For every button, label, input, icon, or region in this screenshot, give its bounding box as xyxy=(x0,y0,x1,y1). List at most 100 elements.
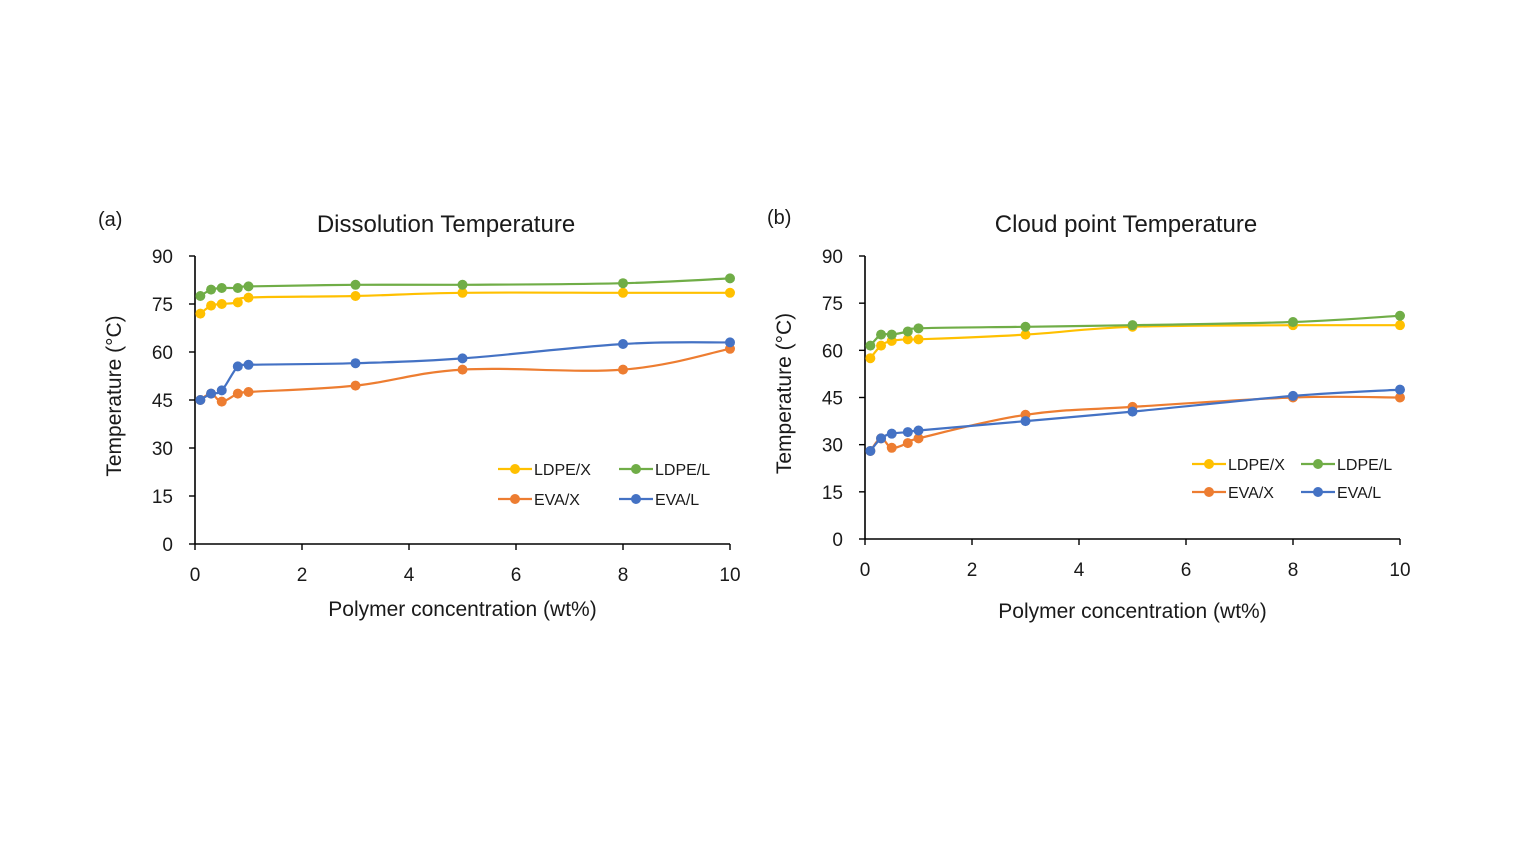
legend-label: EVA/L xyxy=(1337,485,1381,502)
data-point xyxy=(886,329,897,340)
legend-label: EVA/X xyxy=(534,492,580,509)
data-point xyxy=(865,340,876,351)
panel-label: (b) xyxy=(767,207,791,229)
data-point xyxy=(876,340,887,351)
series-line xyxy=(199,347,731,403)
legend-swatch-marker xyxy=(1204,459,1214,469)
data-point xyxy=(195,395,206,405)
data-point xyxy=(350,291,361,301)
data-point xyxy=(232,388,243,399)
y-tick-label: 0 xyxy=(162,535,173,556)
y-axis-label: Temperature (°C) xyxy=(773,313,796,474)
legend-swatch-marker xyxy=(1313,459,1323,469)
x-tick-label: 4 xyxy=(404,565,415,586)
chart-title: Dissolution Temperature xyxy=(317,211,575,238)
data-point xyxy=(886,442,897,453)
legend-swatch-marker xyxy=(510,464,520,474)
data-point xyxy=(618,278,628,289)
y-tick-label: 60 xyxy=(822,341,843,362)
legend-label: EVA/L xyxy=(655,492,699,509)
y-tick-label: 45 xyxy=(152,391,173,412)
legend-swatch-marker xyxy=(631,494,641,504)
data-point xyxy=(1395,310,1405,321)
legend-swatch-marker xyxy=(1204,487,1214,497)
chart-dissolution-temperature: (a) Dissolution Temperature 0 2 4 6 8 10 0 15 30 45… xyxy=(98,209,741,621)
data-point xyxy=(725,287,735,298)
series-line xyxy=(869,388,1401,452)
y-tick-label: 15 xyxy=(152,487,173,508)
y-tick-label: 75 xyxy=(152,295,173,316)
data-point xyxy=(1020,416,1031,427)
chart-title: Cloud point Temperature xyxy=(995,211,1257,238)
x-tick-label: 6 xyxy=(1181,560,1192,581)
data-point xyxy=(243,387,254,397)
legend-label: LDPE/X xyxy=(534,462,591,479)
x-tick-label: 2 xyxy=(297,565,308,586)
data-point xyxy=(457,353,468,364)
data-point xyxy=(243,292,254,303)
data-point xyxy=(216,396,227,407)
y-tick-label: 75 xyxy=(822,294,843,315)
x-axis-label: Polymer concentration (wt%) xyxy=(998,600,1266,623)
legend-swatch-marker xyxy=(1313,487,1323,497)
chart-cloud-point-temperature: (b) Cloud point Temperature 0 2 4 6 8 10 0 15 30 45… xyxy=(767,207,1411,623)
data-point xyxy=(350,358,361,369)
y-tick-label: 45 xyxy=(822,389,843,410)
data-point xyxy=(1395,384,1405,395)
x-tick-label: 6 xyxy=(511,565,522,586)
legend-label: LDPE/L xyxy=(1337,457,1392,474)
series-line xyxy=(199,341,731,401)
x-tick-label: 0 xyxy=(190,565,201,586)
data-point xyxy=(902,334,913,345)
data-point xyxy=(206,300,217,311)
data-point xyxy=(216,385,227,396)
data-point xyxy=(902,326,913,337)
x-tick-label: 4 xyxy=(1074,560,1085,581)
data-point xyxy=(886,428,897,439)
legend-swatch-marker xyxy=(631,464,641,474)
data-point xyxy=(725,273,735,284)
data-point xyxy=(206,388,217,399)
y-tick-label: 15 xyxy=(822,483,843,504)
data-point xyxy=(350,380,361,391)
legend-swatch-marker xyxy=(510,494,520,504)
x-tick-label: 0 xyxy=(860,560,871,581)
data-point xyxy=(913,433,924,444)
data-point xyxy=(876,329,887,340)
y-tick-label: 30 xyxy=(152,439,173,460)
data-point xyxy=(1127,320,1138,331)
data-point xyxy=(457,364,468,375)
x-axis-label: Polymer concentration (wt%) xyxy=(328,598,596,621)
y-tick-label: 90 xyxy=(822,247,843,268)
x-tick-label: 8 xyxy=(618,565,629,586)
data-point xyxy=(232,297,243,308)
data-point xyxy=(243,359,254,370)
data-point xyxy=(457,279,468,290)
data-point xyxy=(195,308,206,319)
data-point xyxy=(902,427,913,438)
data-point xyxy=(216,299,227,309)
legend-label: LDPE/X xyxy=(1228,457,1285,474)
data-point xyxy=(216,283,227,293)
legend-label: LDPE/L xyxy=(655,462,710,479)
data-point xyxy=(1395,320,1405,331)
data-point xyxy=(232,283,243,293)
y-tick-label: 90 xyxy=(152,247,173,268)
data-point xyxy=(913,334,924,345)
series-line xyxy=(869,323,1401,359)
y-tick-label: 30 xyxy=(822,436,843,457)
data-point xyxy=(618,339,628,349)
y-axis-label: Temperature (°C) xyxy=(103,315,126,476)
data-point xyxy=(618,287,628,298)
data-point xyxy=(902,438,913,449)
x-tick-label: 10 xyxy=(1389,560,1410,581)
data-point xyxy=(913,425,924,436)
x-tick-label: 10 xyxy=(719,565,740,586)
data-point xyxy=(232,361,243,372)
data-point xyxy=(1288,317,1298,328)
panel-label: (a) xyxy=(98,209,122,231)
data-point xyxy=(913,323,924,334)
data-point xyxy=(1395,392,1405,403)
data-point xyxy=(876,433,887,444)
